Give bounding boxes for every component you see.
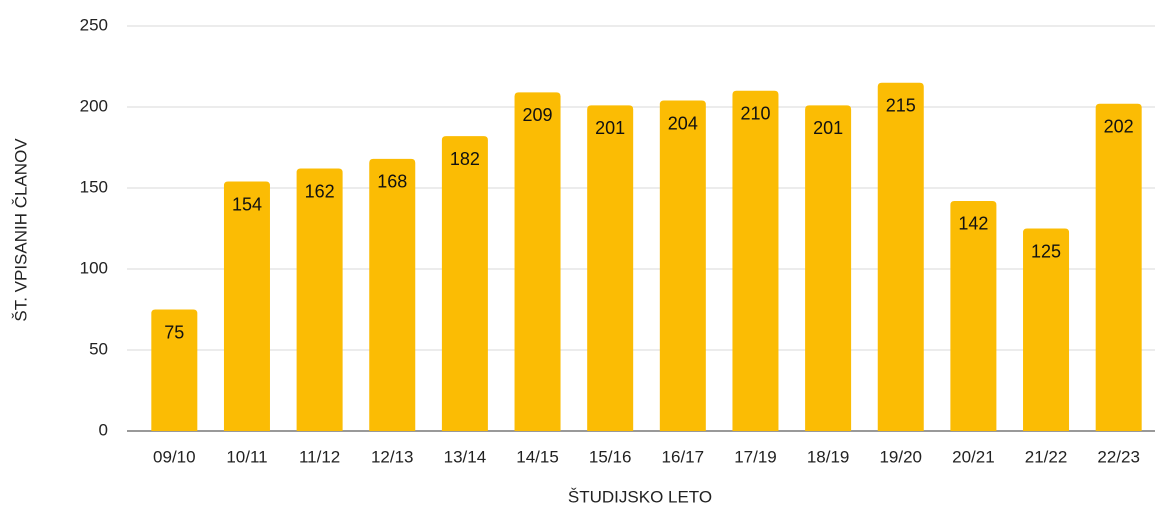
bar bbox=[587, 105, 634, 431]
data-label: 201 bbox=[595, 118, 625, 138]
bar bbox=[151, 309, 198, 431]
x-tick-label: 19/20 bbox=[879, 447, 922, 466]
x-tick-label: 16/17 bbox=[662, 447, 705, 466]
data-label: 162 bbox=[305, 181, 335, 201]
x-tick-label: 14/15 bbox=[516, 447, 559, 466]
bar bbox=[441, 136, 488, 431]
bar bbox=[369, 158, 416, 431]
x-tick-label: 13/14 bbox=[444, 447, 487, 466]
x-tick-label: 10/11 bbox=[226, 447, 267, 466]
data-label: 125 bbox=[1031, 241, 1061, 261]
bar bbox=[732, 90, 779, 432]
data-label: 182 bbox=[450, 149, 480, 169]
bar bbox=[296, 168, 343, 431]
x-tick-label: 18/19 bbox=[807, 447, 850, 466]
y-axis-label: ŠT. VPISANIH ČLANOV bbox=[11, 138, 30, 322]
data-label: 75 bbox=[164, 322, 184, 342]
bar bbox=[1095, 103, 1142, 431]
data-label: 202 bbox=[1104, 117, 1134, 137]
x-tick-label: 17/19 bbox=[734, 447, 777, 466]
bar bbox=[805, 105, 852, 431]
y-tick-label: 250 bbox=[80, 15, 108, 34]
y-tick-label: 0 bbox=[99, 420, 108, 439]
y-tick-label: 100 bbox=[80, 258, 108, 277]
x-tick-label: 12/13 bbox=[371, 447, 414, 466]
x-tick-label: 22/23 bbox=[1097, 447, 1140, 466]
x-tick-label: 09/10 bbox=[153, 447, 196, 466]
y-tick-label: 50 bbox=[89, 339, 108, 358]
bar bbox=[1023, 228, 1070, 431]
x-tick-label: 15/16 bbox=[589, 447, 632, 466]
bar bbox=[514, 92, 561, 432]
y-tick-label: 200 bbox=[80, 96, 108, 115]
data-label: 168 bbox=[377, 172, 407, 192]
x-tick-label: 11/12 bbox=[299, 447, 340, 466]
data-label: 210 bbox=[740, 104, 770, 124]
data-label: 204 bbox=[668, 113, 698, 133]
x-tick-label: 21/22 bbox=[1025, 447, 1068, 466]
bar bbox=[950, 200, 997, 431]
data-label: 215 bbox=[886, 95, 916, 115]
y-tick-label: 150 bbox=[80, 177, 108, 196]
bar bbox=[877, 82, 924, 431]
x-tick-label: 20/21 bbox=[952, 447, 995, 466]
bar bbox=[223, 181, 270, 431]
data-label: 201 bbox=[813, 118, 843, 138]
data-label: 142 bbox=[958, 214, 988, 234]
data-label: 209 bbox=[523, 105, 553, 125]
bar bbox=[659, 100, 706, 432]
data-label: 154 bbox=[232, 194, 262, 214]
x-axis-label: ŠTUDIJSKO LETO bbox=[568, 487, 712, 506]
